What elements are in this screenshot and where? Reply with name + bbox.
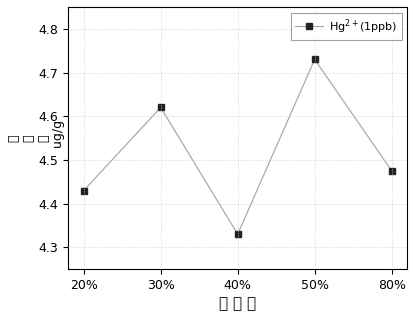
Hg$^{2+}$(1ppb) [388, 169, 393, 173]
Hg$^{2+}$(1ppb) [311, 58, 316, 61]
Hg$^{2+}$(1ppb) [158, 106, 163, 109]
X-axis label: 中 和 度: 中 和 度 [218, 296, 256, 311]
Y-axis label: 吸
附
量
  ug/g: 吸 附 量 ug/g [7, 120, 65, 156]
Legend: Hg$^{2+}$(1ppb): Hg$^{2+}$(1ppb) [290, 12, 401, 40]
Hg$^{2+}$(1ppb) [235, 232, 240, 236]
Hg$^{2+}$(1ppb) [81, 189, 86, 192]
Line: Hg$^{2+}$(1ppb): Hg$^{2+}$(1ppb) [80, 56, 394, 238]
